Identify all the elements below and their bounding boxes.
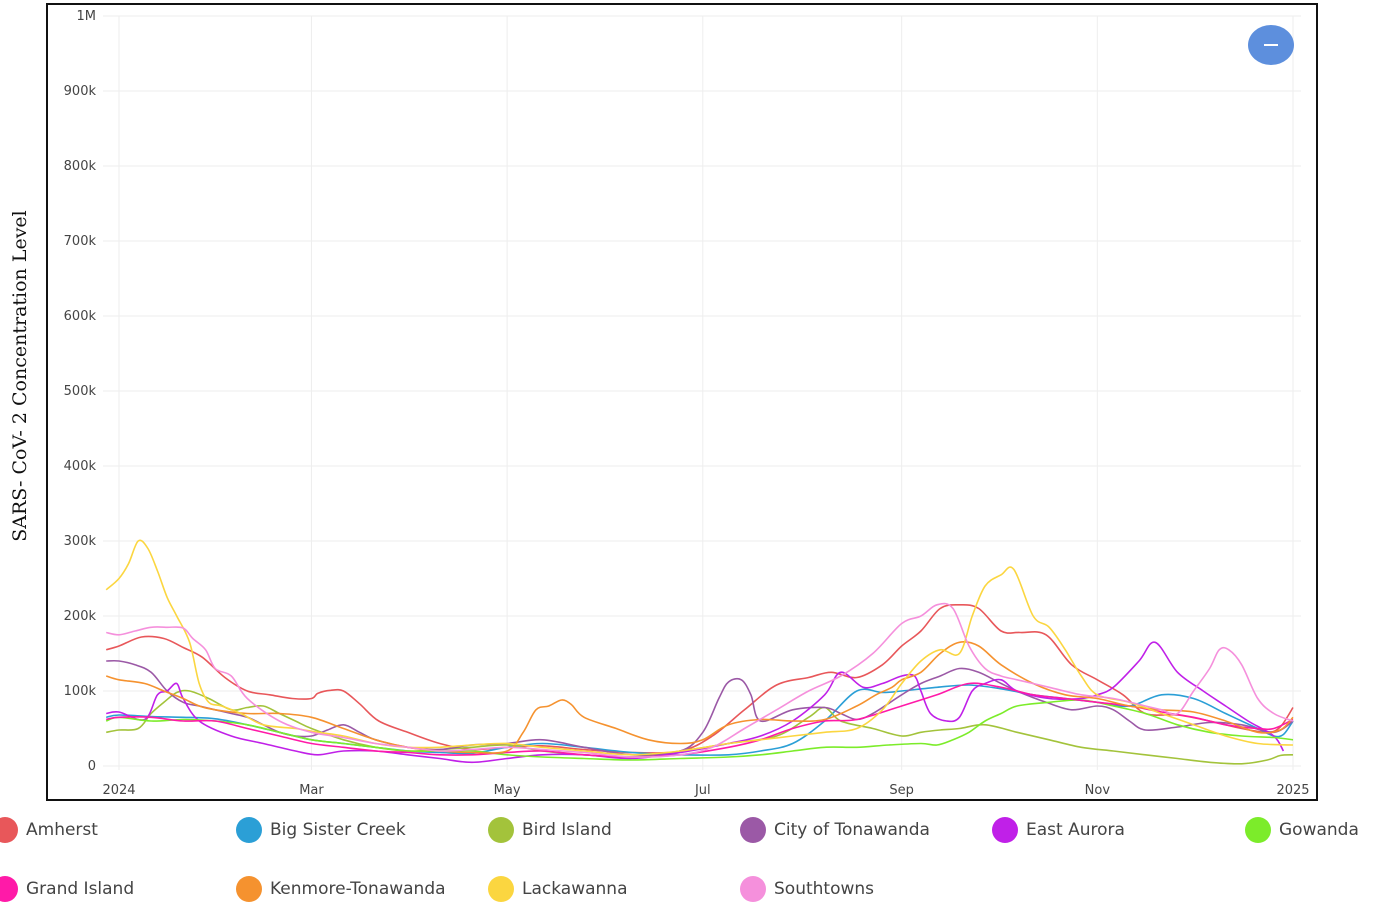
legend-label: East Aurora bbox=[1026, 820, 1125, 840]
gridlines bbox=[103, 15, 1301, 770]
series-lines bbox=[105, 539, 1294, 765]
legend-color-swatch bbox=[0, 876, 18, 902]
chart-legend: Amherst Big Sister Creek Bird Island City o… bbox=[0, 810, 1379, 905]
legend-color-swatch bbox=[740, 817, 766, 843]
legend-item-grand-island[interactable]: Grand Island bbox=[0, 874, 134, 904]
series-line-east-aurora bbox=[106, 641, 1285, 764]
y-tick-label: 800k bbox=[64, 159, 97, 174]
y-tick-label: 600k bbox=[64, 309, 97, 324]
legend-item-kenmore-tonawanda[interactable]: Kenmore-Tonawanda bbox=[236, 874, 446, 904]
y-tick-label: 0 bbox=[88, 759, 96, 774]
legend-label: Big Sister Creek bbox=[270, 820, 406, 840]
legend-color-swatch bbox=[488, 876, 514, 902]
legend-color-swatch bbox=[236, 817, 262, 843]
legend-item-city-of-tonawanda[interactable]: City of Tonawanda bbox=[740, 815, 930, 845]
y-axis-label: SARS- CoV- 2 Concentration Level bbox=[9, 210, 31, 541]
legend-item-lackawanna[interactable]: Lackawanna bbox=[488, 874, 628, 904]
legend-color-swatch bbox=[488, 817, 514, 843]
legend-color-swatch bbox=[236, 876, 262, 902]
legend-label: Gowanda bbox=[1279, 820, 1359, 840]
legend-color-swatch bbox=[740, 876, 766, 902]
series-line-kenmore-tonawanda bbox=[105, 641, 1294, 754]
x-tick-label: Nov bbox=[1085, 783, 1111, 798]
legend-color-swatch bbox=[992, 817, 1018, 843]
y-tick-label: 100k bbox=[64, 684, 97, 699]
y-tick-label: 200k bbox=[64, 609, 97, 624]
x-tick-label: 2024 bbox=[102, 783, 135, 798]
legend-item-amherst[interactable]: Amherst bbox=[0, 815, 98, 845]
legend-label: Lackawanna bbox=[522, 879, 628, 899]
legend-label: Southtowns bbox=[774, 879, 875, 899]
legend-color-swatch bbox=[0, 817, 18, 843]
legend-label: City of Tonawanda bbox=[774, 820, 930, 840]
x-tick-label: 2025 bbox=[1276, 783, 1309, 798]
y-tick-label: 1M bbox=[77, 9, 97, 24]
y-tick-label: 900k bbox=[64, 84, 97, 99]
x-tick-label: Sep bbox=[889, 783, 914, 798]
series-line-southtowns bbox=[106, 602, 1294, 758]
series-line-amherst bbox=[105, 603, 1294, 754]
legend-label: Bird Island bbox=[522, 820, 612, 840]
y-tick-label: 500k bbox=[64, 384, 97, 399]
legend-item-southtowns[interactable]: Southtowns bbox=[740, 874, 874, 904]
x-tick-label: May bbox=[494, 783, 521, 798]
legend-item-big-sister-creek[interactable]: Big Sister Creek bbox=[236, 815, 406, 845]
x-tick-label: Mar bbox=[299, 783, 324, 798]
x-tick-label: Jul bbox=[694, 783, 711, 798]
legend-item-east-aurora[interactable]: East Aurora bbox=[992, 815, 1125, 845]
legend-item-gowanda[interactable]: Gowanda bbox=[1245, 815, 1359, 845]
plot-frame bbox=[46, 3, 1318, 801]
legend-item-bird-island[interactable]: Bird Island bbox=[488, 815, 612, 845]
y-axis-ticks: 0 100k 200k 300k 400k 500k 600k 700k 800k 900k 1M bbox=[64, 9, 97, 774]
x-axis-ticks: 2024 Mar May Jul Sep Nov 2025 bbox=[102, 783, 1309, 798]
y-tick-label: 700k bbox=[64, 234, 97, 249]
legend-color-swatch bbox=[1245, 817, 1271, 843]
legend-label: Kenmore-Tonawanda bbox=[270, 879, 446, 899]
y-tick-label: 300k bbox=[64, 534, 97, 549]
legend-label: Amherst bbox=[26, 820, 98, 840]
y-tick-label: 400k bbox=[64, 459, 97, 474]
series-line-grand-island bbox=[106, 682, 1294, 758]
legend-label: Grand Island bbox=[26, 879, 135, 899]
series-line-lackawanna bbox=[105, 539, 1294, 756]
zoom-out-button[interactable] bbox=[1248, 25, 1294, 65]
minus-icon bbox=[1264, 44, 1278, 46]
